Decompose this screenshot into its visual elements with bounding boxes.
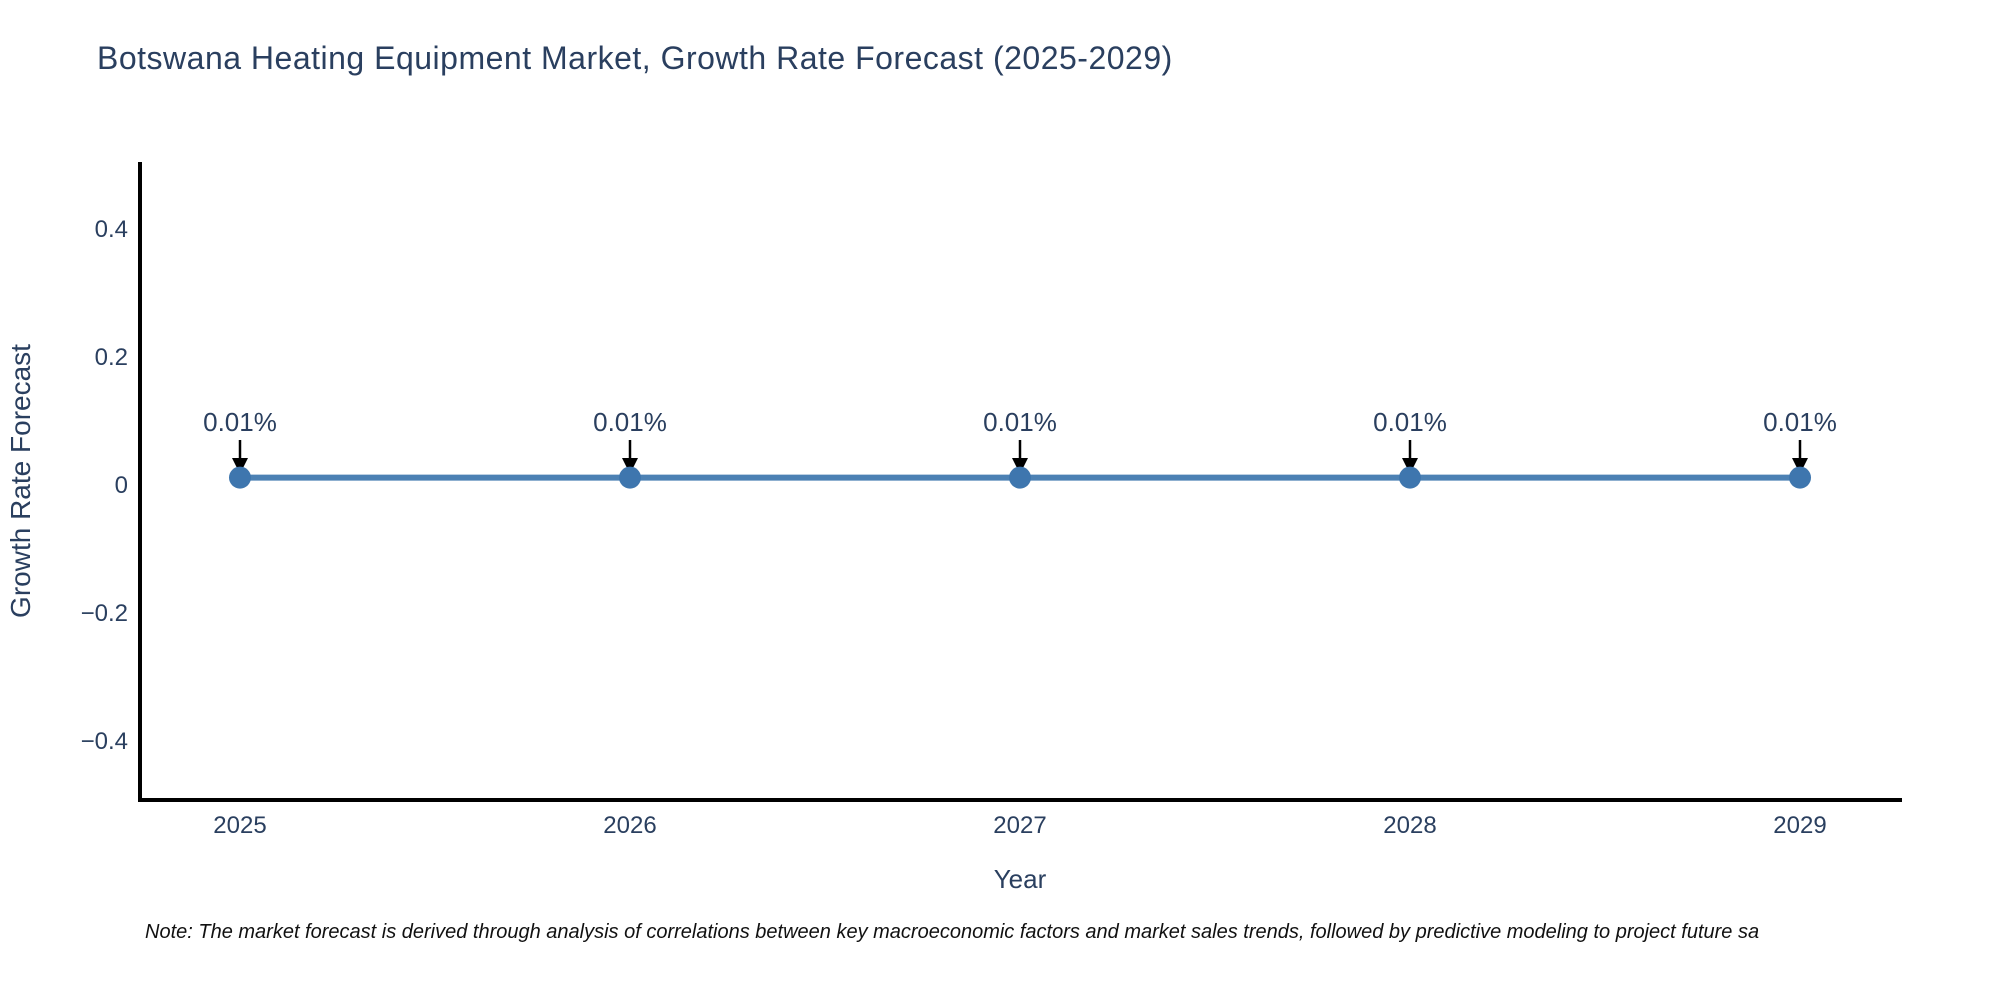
data-point-marker: [1789, 466, 1811, 489]
x-tick-label: 2027: [993, 812, 1046, 839]
annotation-arrow-head: [232, 458, 248, 474]
x-tick-label: 2029: [1773, 812, 1826, 839]
x-axis-title: Year: [994, 864, 1047, 894]
x-tick-label: 2028: [1383, 812, 1436, 839]
y-axis-title: Growth Rate Forecast: [5, 344, 36, 618]
data-point-marker: [1399, 466, 1421, 489]
data-point-annotation: 0.01%: [1373, 407, 1447, 437]
annotation-arrow-head: [1792, 458, 1808, 474]
x-tick-label: 2026: [603, 812, 656, 839]
y-tick-label: 0.2: [95, 344, 128, 371]
y-tick-label: 0: [115, 472, 128, 499]
annotation-arrow-head: [1012, 458, 1028, 474]
data-point-annotation: 0.01%: [593, 407, 667, 437]
data-point-annotation: 0.01%: [983, 407, 1057, 437]
footnote-text: Note: The market forecast is derived thr…: [145, 921, 1760, 943]
data-point-marker: [229, 466, 251, 489]
y-tick-label: 0.4: [95, 216, 128, 243]
x-tick-label: 2025: [213, 812, 266, 839]
y-tick-label: −0.4: [81, 728, 128, 755]
y-tick-label: −0.2: [81, 600, 128, 627]
chart-title: Botswana Heating Equipment Market, Growt…: [97, 40, 1173, 76]
annotation-arrow-head: [622, 458, 638, 474]
annotation-arrow-head: [1402, 458, 1418, 474]
data-point-annotation: 0.01%: [203, 407, 277, 437]
data-point-marker: [1009, 466, 1031, 489]
data-point-annotation: 0.01%: [1763, 407, 1837, 437]
data-point-marker: [619, 466, 641, 489]
